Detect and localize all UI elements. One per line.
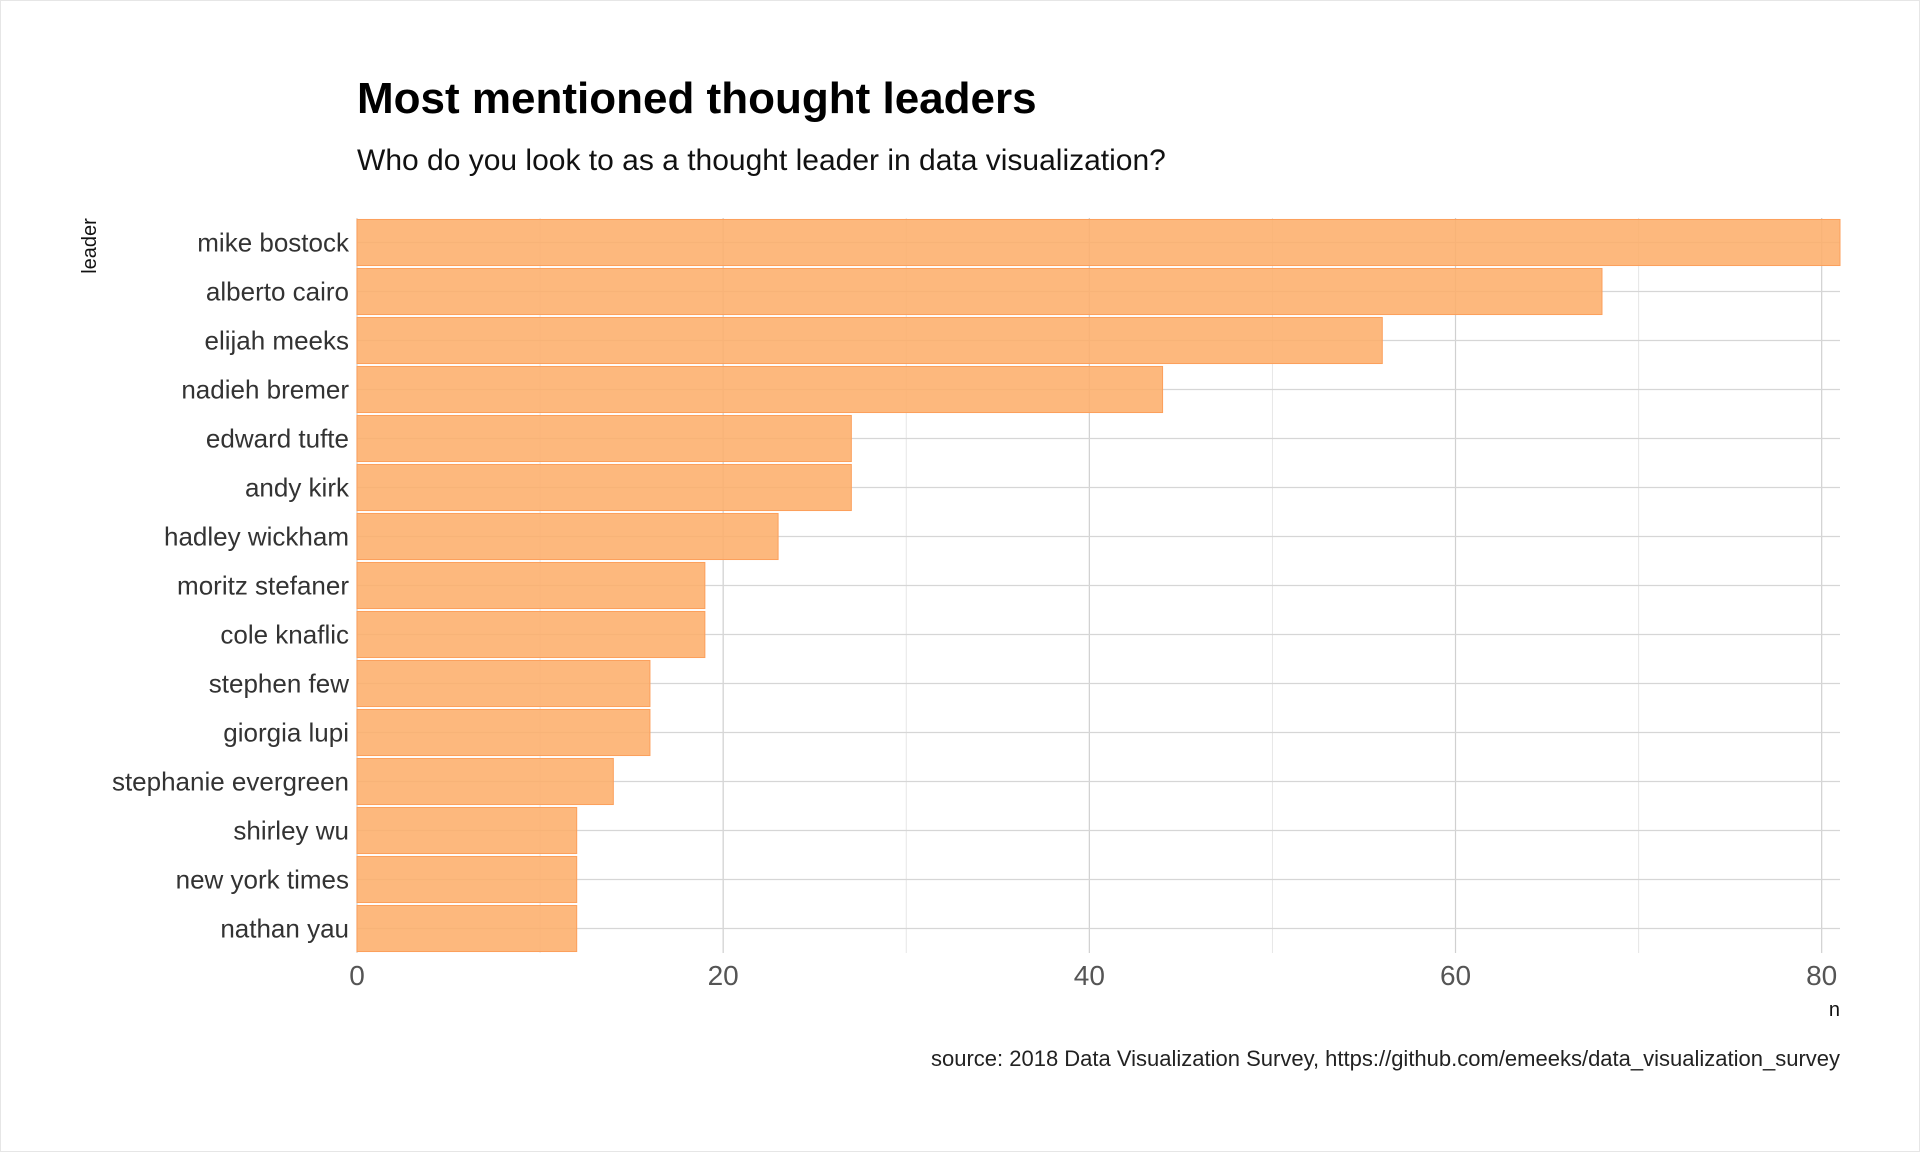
x-tick-label: 60 [1440,960,1471,991]
x-tick-label: 0 [349,960,365,991]
category-label: stephanie evergreen [112,767,349,797]
bar [356,610,706,659]
category-label: moritz stefaner [177,571,349,601]
category-label: stephen few [209,669,349,699]
bar [356,365,1164,414]
category-label: nadieh bremer [181,375,349,405]
bar [356,414,852,463]
bar [356,267,1603,316]
category-label: nathan yau [220,914,349,944]
bar [356,708,651,757]
chart-title: Most mentioned thought leaders [357,74,1037,123]
category-label: giorgia lupi [223,718,349,748]
x-tick-label: 40 [1074,960,1105,991]
bars [356,218,1841,953]
bar [356,855,578,904]
bar [356,806,578,855]
category-label: andy kirk [245,473,350,503]
bar [356,463,852,512]
chart-caption: source: 2018 Data Visualization Survey, … [931,1046,1840,1071]
bar [356,904,578,953]
x-axis-label: n [1829,999,1840,1021]
x-tick-label: 80 [1806,960,1837,991]
y-axis-label: leader [79,218,101,274]
bar [356,561,706,610]
category-label: elijah meeks [204,326,349,356]
category-label: new york times [176,865,349,895]
category-label: alberto cairo [206,277,349,307]
category-label: cole knaflic [220,620,349,650]
x-tick-label: 20 [708,960,739,991]
bar [356,659,651,708]
bar [356,512,779,561]
x-tick-labels: 0 20 40 60 80 [349,960,1837,991]
bar [356,218,1841,267]
category-labels: mike bostock alberto cairo elijah meeks nad… [112,228,350,944]
category-label: edward tufte [206,424,349,454]
category-label: mike bostock [197,228,350,258]
bar [356,757,614,806]
category-label: hadley wickham [164,522,349,552]
bar [356,316,1383,365]
category-label: shirley wu [233,816,349,846]
chart-subtitle: Who do you look to as a thought leader i… [357,144,1166,177]
